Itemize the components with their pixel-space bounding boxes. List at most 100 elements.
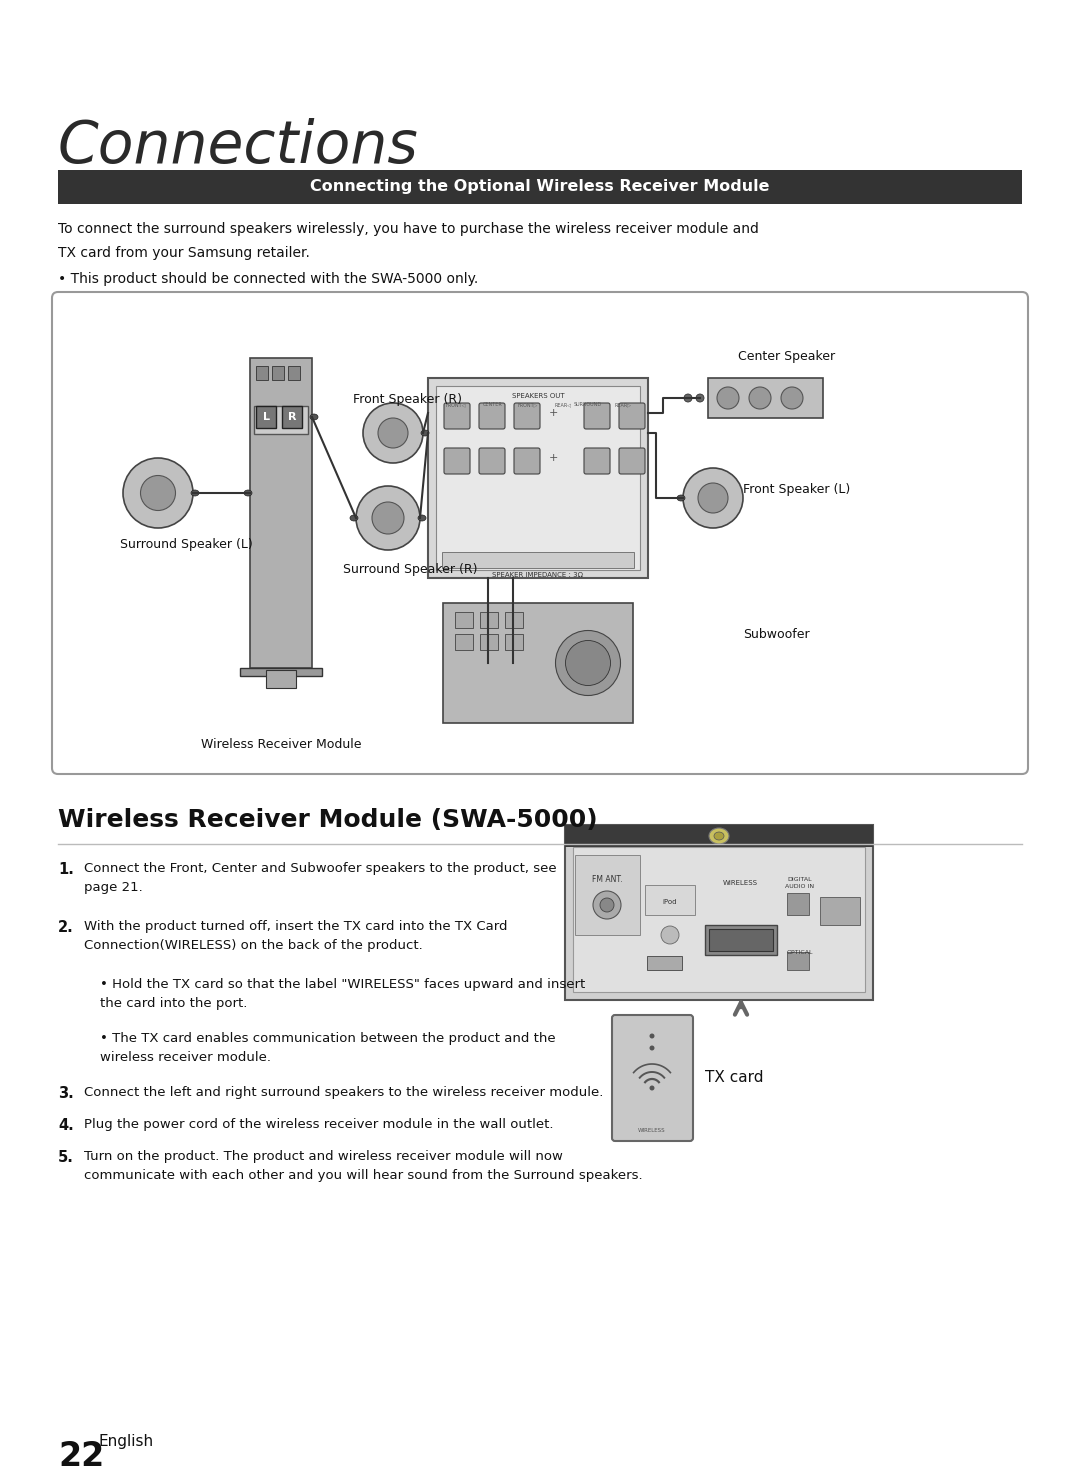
Text: Connections: Connections: [58, 118, 419, 175]
Text: FRONT▷: FRONT▷: [517, 402, 538, 408]
Text: 4.: 4.: [58, 1118, 73, 1133]
Ellipse shape: [350, 515, 357, 521]
FancyBboxPatch shape: [584, 448, 610, 473]
Bar: [455, 634, 473, 649]
Bar: [254, 407, 308, 433]
Text: DIGITAL
AUDIO IN: DIGITAL AUDIO IN: [785, 877, 814, 889]
Bar: [505, 634, 523, 649]
FancyBboxPatch shape: [52, 291, 1028, 774]
Ellipse shape: [649, 1034, 654, 1038]
Ellipse shape: [555, 630, 621, 695]
FancyBboxPatch shape: [444, 402, 470, 429]
Bar: [240, 669, 322, 676]
Ellipse shape: [661, 926, 679, 944]
Ellipse shape: [781, 387, 804, 410]
FancyBboxPatch shape: [619, 448, 645, 473]
Ellipse shape: [363, 402, 423, 463]
Ellipse shape: [418, 515, 426, 521]
Text: Front Speaker (R): Front Speaker (R): [353, 393, 462, 407]
Bar: [282, 407, 302, 427]
Text: +: +: [549, 453, 557, 463]
Ellipse shape: [714, 833, 724, 840]
Text: Surround Speaker (R): Surround Speaker (R): [343, 563, 477, 575]
Text: SPEAKER IMPEDANCE : 3Ω: SPEAKER IMPEDANCE : 3Ω: [492, 572, 583, 578]
Text: With the product turned off, insert the TX card into the TX Card
Connection(WIRE: With the product turned off, insert the …: [84, 920, 508, 952]
Bar: [708, 379, 823, 419]
Text: 2.: 2.: [58, 920, 73, 935]
Bar: [820, 896, 860, 924]
Text: 5.: 5.: [58, 1151, 73, 1165]
Bar: [787, 952, 809, 970]
Text: 1.: 1.: [58, 862, 73, 877]
Text: • Hold the TX card so that the label "WIRELESS" faces upward and insert
the card: • Hold the TX card so that the label "WI…: [100, 978, 585, 1010]
Text: iPod: iPod: [663, 899, 677, 905]
Text: WIRELESS: WIRELESS: [638, 1127, 665, 1133]
FancyBboxPatch shape: [584, 402, 610, 429]
Ellipse shape: [698, 484, 728, 513]
Text: SPEAKERS OUT: SPEAKERS OUT: [512, 393, 565, 399]
Text: Surround Speaker (L): Surround Speaker (L): [120, 538, 253, 552]
FancyBboxPatch shape: [514, 448, 540, 473]
Ellipse shape: [421, 430, 429, 436]
Ellipse shape: [600, 898, 615, 913]
Text: English: English: [98, 1435, 153, 1449]
Bar: [266, 670, 296, 688]
Ellipse shape: [372, 501, 404, 534]
Ellipse shape: [708, 828, 729, 845]
FancyBboxPatch shape: [619, 402, 645, 429]
Text: TX card from your Samsung retailer.: TX card from your Samsung retailer.: [58, 246, 310, 260]
Bar: [428, 379, 648, 578]
Text: Turn on the product. The product and wireless receiver module will now
communica: Turn on the product. The product and wir…: [84, 1151, 643, 1182]
Ellipse shape: [140, 476, 175, 510]
Text: OPTICAL: OPTICAL: [786, 950, 813, 954]
Bar: [708, 929, 773, 951]
Ellipse shape: [123, 458, 193, 528]
Text: REAR▷: REAR▷: [615, 402, 632, 408]
Ellipse shape: [378, 419, 408, 448]
Ellipse shape: [696, 393, 704, 402]
Bar: [272, 365, 284, 380]
Text: 3.: 3.: [58, 1086, 73, 1100]
Bar: [58, 170, 1022, 204]
Ellipse shape: [244, 490, 252, 495]
Bar: [505, 612, 523, 629]
Text: 22: 22: [58, 1441, 105, 1473]
Text: L: L: [262, 413, 270, 422]
Bar: [480, 634, 498, 649]
Bar: [647, 955, 681, 970]
Bar: [256, 407, 276, 427]
Text: Subwoofer: Subwoofer: [743, 629, 810, 640]
Ellipse shape: [191, 490, 199, 495]
FancyBboxPatch shape: [444, 448, 470, 473]
Text: Plug the power cord of the wireless receiver module in the wall outlet.: Plug the power cord of the wireless rece…: [84, 1118, 554, 1131]
Ellipse shape: [649, 1086, 654, 1090]
Text: To connect the surround speakers wirelessly, you have to purchase the wireless r: To connect the surround speakers wireles…: [58, 222, 759, 237]
Text: +: +: [549, 408, 557, 419]
Bar: [455, 612, 473, 629]
Bar: [480, 612, 498, 629]
Text: Connect the left and right surround speakers to the wireless receiver module.: Connect the left and right surround spea…: [84, 1086, 604, 1099]
Bar: [573, 847, 865, 992]
Ellipse shape: [684, 393, 692, 402]
Ellipse shape: [356, 487, 420, 550]
Text: Wireless Receiver Module: Wireless Receiver Module: [201, 738, 361, 751]
Ellipse shape: [593, 890, 621, 918]
FancyBboxPatch shape: [480, 402, 505, 429]
Text: WIRELESS: WIRELESS: [723, 880, 757, 886]
Text: Center Speaker: Center Speaker: [738, 351, 835, 362]
Bar: [787, 893, 809, 916]
Text: FRONT◁: FRONT◁: [446, 402, 467, 408]
Text: R: R: [287, 413, 296, 422]
Bar: [705, 924, 777, 955]
Ellipse shape: [677, 495, 685, 501]
Bar: [645, 884, 696, 916]
Ellipse shape: [649, 1046, 654, 1050]
Text: SURROUND: SURROUND: [573, 402, 602, 408]
Ellipse shape: [310, 414, 318, 420]
FancyBboxPatch shape: [480, 448, 505, 473]
Bar: [442, 552, 634, 568]
Bar: [565, 825, 873, 847]
Text: REAR◁: REAR◁: [554, 402, 571, 408]
Ellipse shape: [717, 387, 739, 410]
Bar: [249, 358, 312, 669]
